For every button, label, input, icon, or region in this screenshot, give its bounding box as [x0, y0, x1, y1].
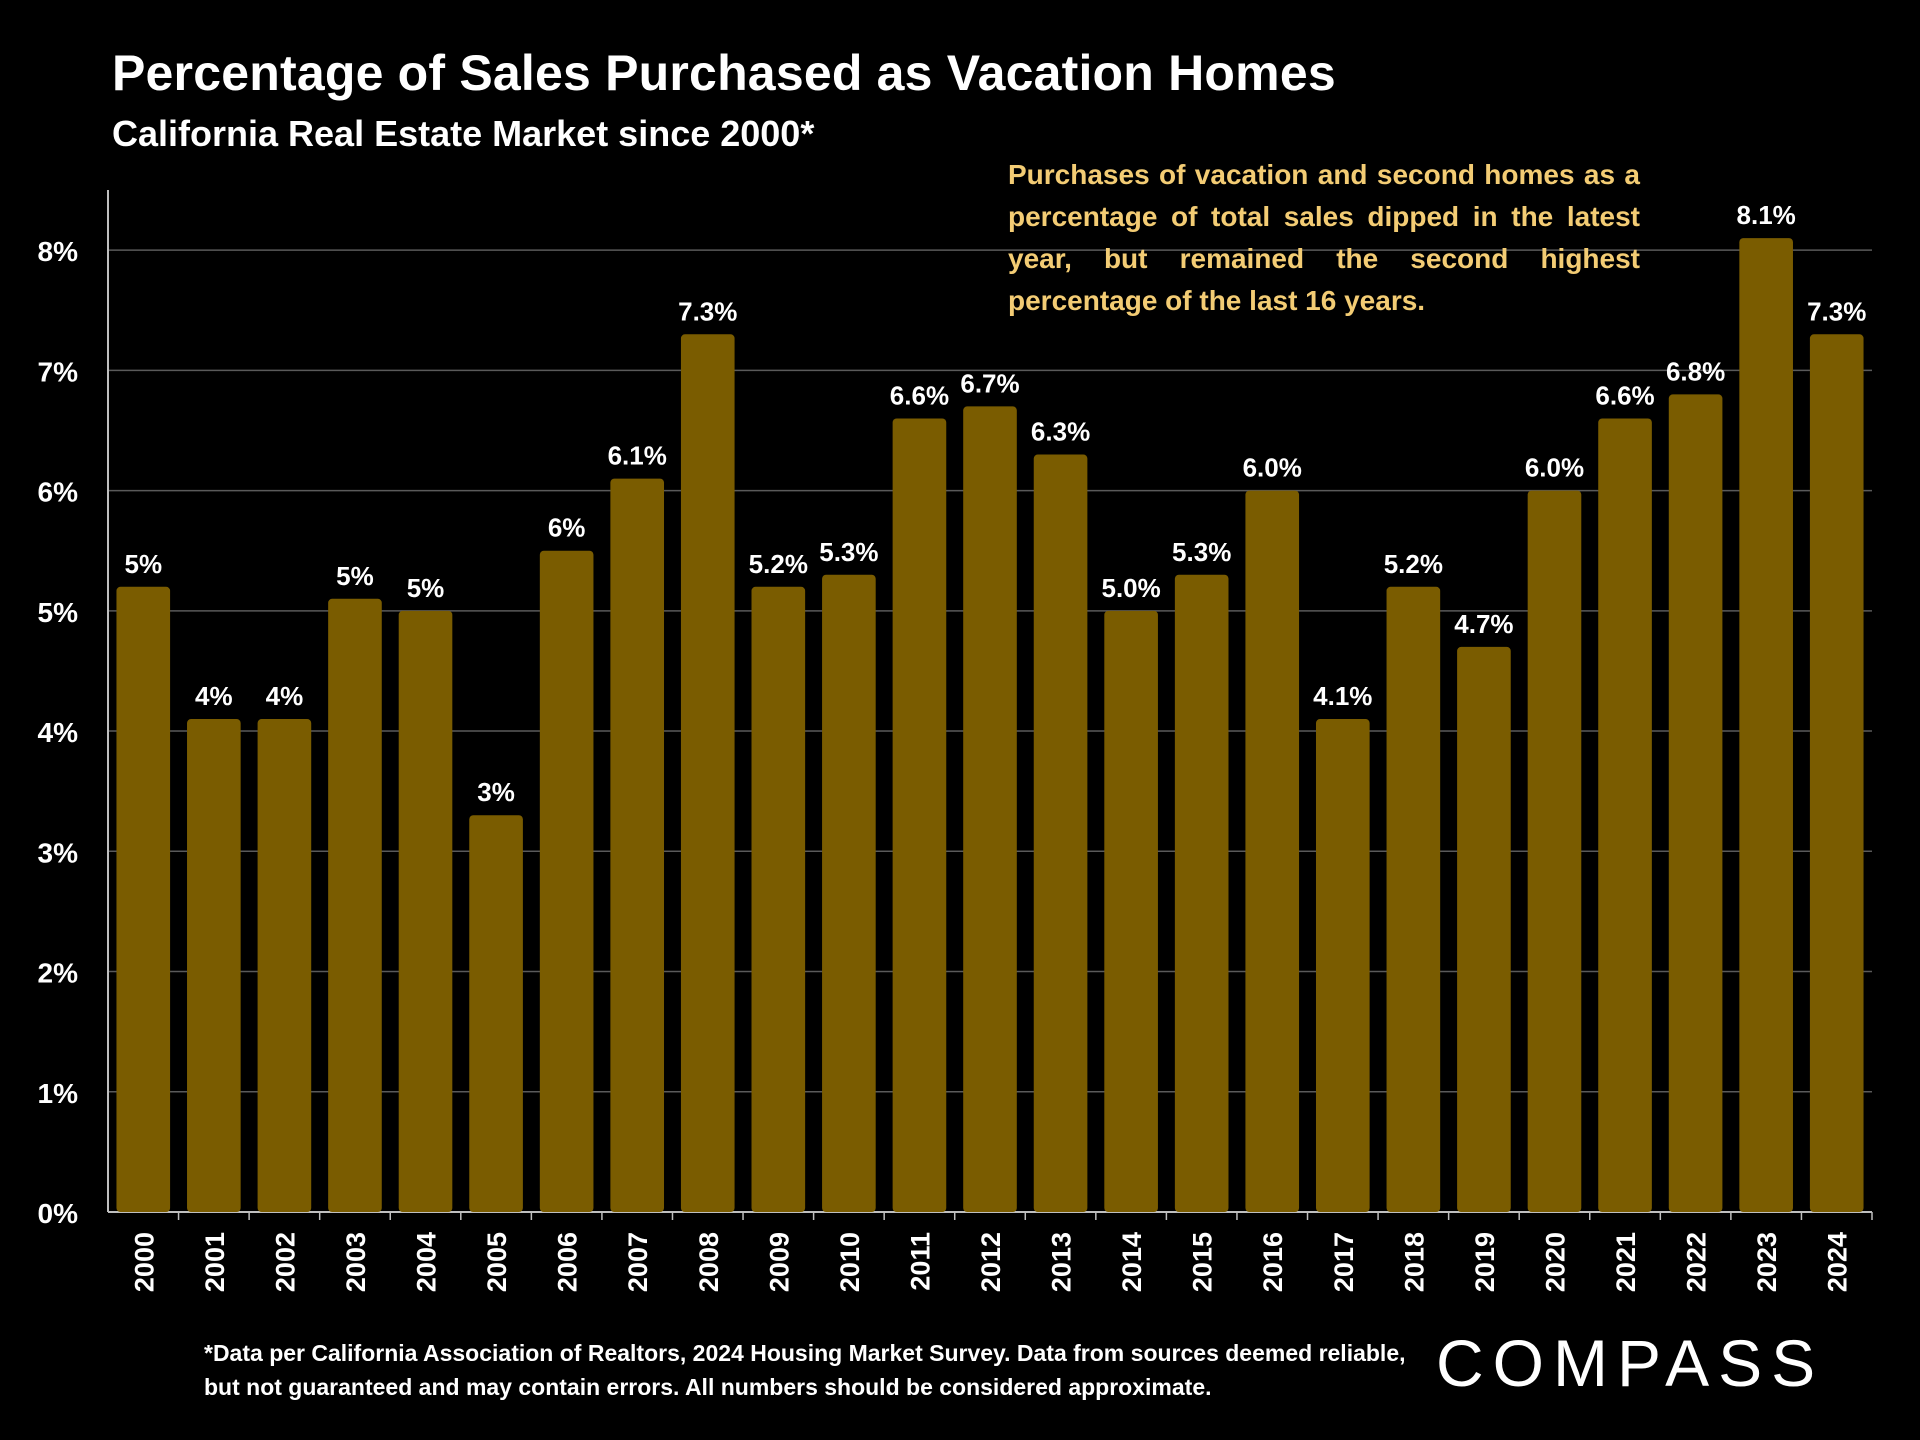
chart-title: Percentage of Sales Purchased as Vacatio… — [112, 45, 1336, 101]
x-tick-label: 2021 — [1611, 1232, 1641, 1292]
x-tick-label: 2008 — [694, 1232, 724, 1292]
bar — [680, 334, 735, 1212]
x-tick-label: 2014 — [1117, 1232, 1147, 1292]
data-label: 4.1% — [1313, 681, 1372, 711]
bar — [539, 550, 594, 1212]
data-label: 5.2% — [749, 549, 808, 579]
data-label: 5% — [336, 561, 374, 591]
bar — [328, 598, 382, 1212]
data-label: 5.3% — [1172, 537, 1231, 567]
x-tick-label: 2018 — [1399, 1232, 1429, 1292]
y-tick-label: 0% — [38, 1198, 79, 1229]
x-tick-label: 2007 — [623, 1232, 653, 1292]
x-tick-label: 2020 — [1540, 1232, 1570, 1292]
x-tick-label: 2015 — [1188, 1232, 1218, 1292]
y-tick-label: 4% — [38, 717, 79, 748]
x-tick-label: 2024 — [1823, 1232, 1853, 1292]
bar — [892, 418, 947, 1213]
data-label: 6.3% — [1031, 417, 1090, 447]
data-label: 6.8% — [1666, 356, 1725, 386]
bar — [469, 815, 523, 1212]
data-label: 3% — [477, 777, 515, 807]
x-tick-label: 2011 — [905, 1232, 935, 1291]
x-tick-label: 2019 — [1470, 1232, 1500, 1292]
y-tick-label: 2% — [38, 958, 79, 989]
data-label: 6.0% — [1525, 453, 1584, 483]
chart-subtitle: California Real Estate Market since 2000… — [112, 113, 815, 154]
bar — [398, 610, 453, 1212]
data-label: 6.6% — [1595, 380, 1654, 410]
x-tick-label: 2003 — [341, 1232, 371, 1292]
bar — [822, 574, 876, 1212]
bar — [751, 586, 806, 1212]
data-label: 4.7% — [1454, 609, 1513, 639]
compass-logo-text: COMPASS — [1436, 1326, 1824, 1400]
data-label: 5.0% — [1101, 573, 1160, 603]
data-label: 7.3% — [678, 296, 737, 326]
y-tick-label: 7% — [38, 356, 79, 387]
y-tick-label: 3% — [38, 837, 79, 868]
x-tick-label: 2005 — [482, 1232, 512, 1292]
bar — [116, 586, 171, 1212]
x-tick-label: 2010 — [835, 1232, 865, 1292]
bar — [1809, 334, 1864, 1212]
bar — [1174, 574, 1229, 1212]
data-label: 6.0% — [1243, 453, 1302, 483]
bar — [257, 719, 312, 1212]
data-label: 4% — [266, 681, 304, 711]
bar — [1739, 238, 1793, 1212]
data-label: 6% — [548, 513, 586, 543]
y-tick-label: 6% — [38, 477, 79, 508]
bar — [1668, 394, 1723, 1212]
x-tick-label: 2000 — [129, 1232, 159, 1292]
chart-annotation: Purchases of vacation and second homes a… — [1008, 159, 1640, 316]
data-label: 5% — [124, 549, 162, 579]
x-tick-label: 2002 — [270, 1232, 300, 1292]
y-tick-label: 1% — [38, 1078, 79, 1109]
x-tick-label: 2017 — [1329, 1232, 1359, 1292]
data-label: 6.1% — [608, 441, 667, 471]
x-tick-label: 2009 — [764, 1232, 794, 1292]
data-label: 5.2% — [1384, 549, 1443, 579]
x-tick-label: 2004 — [412, 1232, 442, 1292]
x-tick-label: 2001 — [200, 1232, 230, 1292]
data-label: 5% — [407, 573, 445, 603]
data-label: 6.7% — [960, 368, 1019, 398]
bar — [1386, 586, 1441, 1212]
source-footnote: *Data per California Association of Real… — [204, 1340, 1406, 1400]
y-tick-label: 8% — [38, 236, 79, 267]
x-tick-label: 2012 — [976, 1232, 1006, 1292]
bar — [1457, 646, 1511, 1212]
data-label: 4% — [195, 681, 233, 711]
x-tick-label: 2006 — [553, 1232, 583, 1292]
bar — [963, 406, 1017, 1212]
data-label: 6.6% — [890, 380, 949, 410]
x-tick-label: 2013 — [1047, 1232, 1077, 1292]
x-tick-label: 2023 — [1752, 1232, 1782, 1292]
bar — [187, 719, 241, 1212]
y-tick-label: 5% — [38, 597, 79, 628]
data-label: 8.1% — [1737, 200, 1796, 230]
bar — [610, 478, 665, 1212]
data-label: 7.3% — [1807, 296, 1866, 326]
bar — [1033, 454, 1088, 1212]
bar — [1315, 719, 1370, 1212]
bar — [1527, 490, 1582, 1212]
data-label: 5.3% — [819, 537, 878, 567]
bar — [1245, 490, 1300, 1212]
x-tick-label: 2016 — [1258, 1232, 1288, 1292]
x-tick-label: 2022 — [1682, 1232, 1712, 1292]
bar — [1598, 418, 1652, 1213]
bar — [1104, 610, 1158, 1212]
compass-logo: COMPASS — [1436, 1326, 1824, 1400]
